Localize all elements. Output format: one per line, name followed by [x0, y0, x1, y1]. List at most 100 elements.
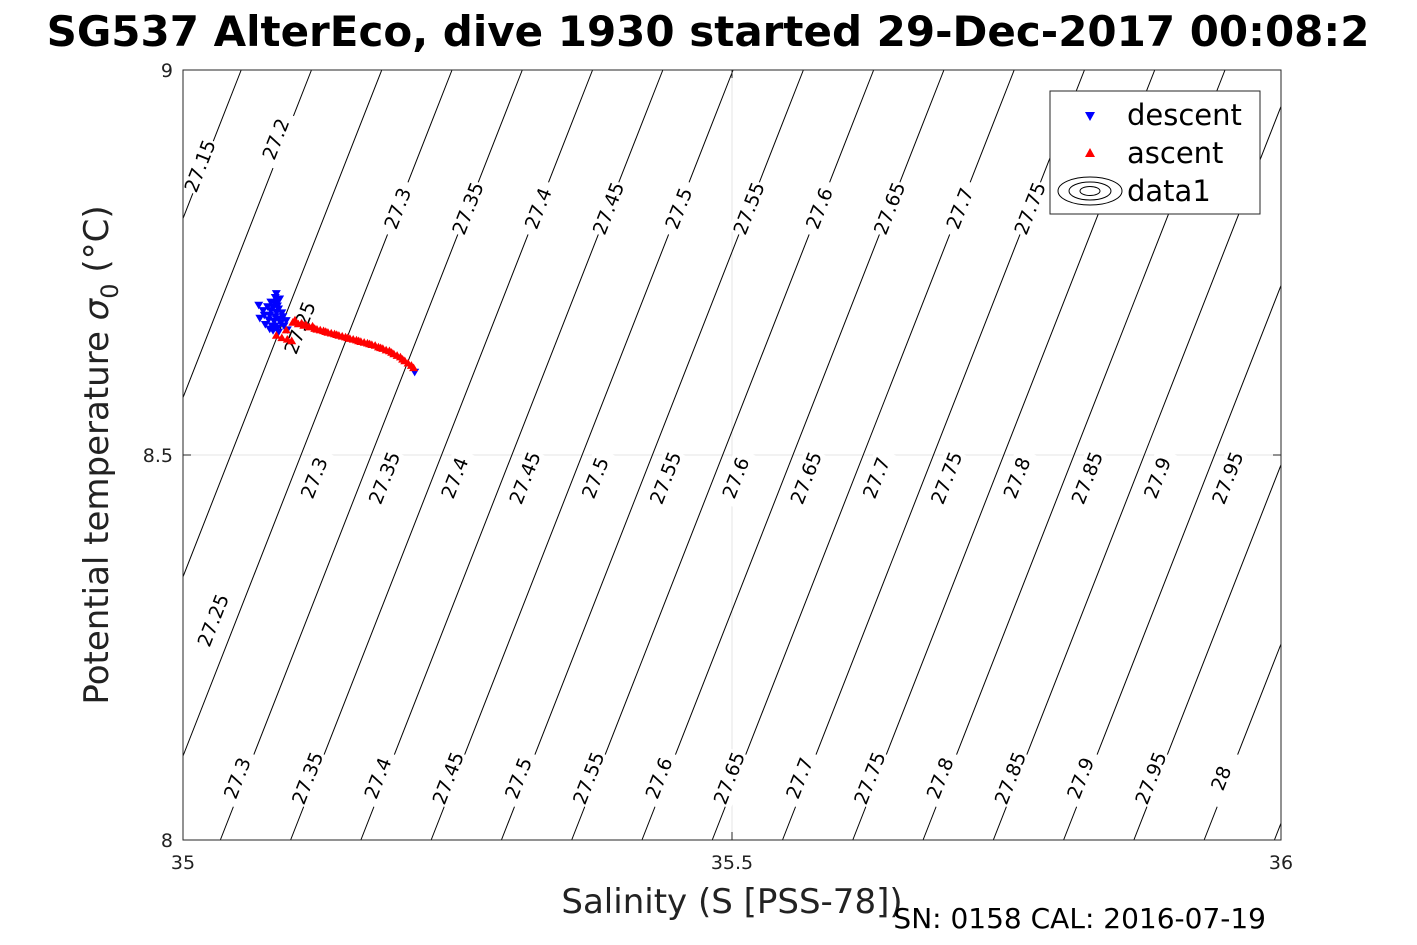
- y-axis-label-sigma: σ: [77, 297, 117, 320]
- legend-marker-ascent: [1085, 148, 1095, 157]
- ascent-point: [378, 344, 388, 352]
- density-contour-line: [1273, 823, 1282, 841]
- density-contour-line: [1063, 285, 1282, 841]
- contour-label-background: [996, 447, 1039, 509]
- y-tick-label: 9: [161, 60, 173, 82]
- contour-label-background: [868, 178, 912, 240]
- contour-label-background: [1009, 178, 1053, 240]
- contour-label-background: [1066, 447, 1110, 509]
- y-axis-label-subscript: 0: [96, 283, 124, 298]
- ascent-point: [345, 334, 355, 342]
- contour-label-background: [587, 178, 631, 240]
- legend-marker-descent: [1085, 112, 1095, 121]
- contour-label-background: [644, 447, 688, 509]
- contour-label-background: [938, 178, 982, 240]
- contour-label-background: [778, 747, 822, 809]
- descent-point: [281, 317, 291, 325]
- descent-point: [274, 328, 284, 337]
- descent-point: [270, 322, 280, 331]
- contour-label-background: [192, 590, 236, 651]
- ascent-point: [271, 331, 281, 339]
- ascent-point: [356, 337, 366, 345]
- legend-box: [1049, 90, 1261, 215]
- legend-label-ascent: ascent: [1127, 136, 1223, 170]
- x-tick-label: 35: [171, 852, 195, 874]
- axis-ticks: 35 35.5 36 8 8.5 9: [143, 60, 1293, 874]
- contour-label-background: [376, 178, 420, 240]
- contour-label-background: [785, 447, 829, 509]
- contour-label-background: [286, 747, 330, 809]
- contour-label-background: [728, 178, 771, 240]
- ascent-point: [400, 356, 410, 365]
- y-axis-label-main: Potential temperature: [77, 320, 117, 704]
- contour-label-background: [798, 178, 842, 240]
- contour-label-background: [427, 747, 471, 809]
- descent-point: [266, 298, 276, 307]
- ascent-point: [334, 331, 344, 339]
- ascent-point: [389, 349, 399, 358]
- y-axis-label-unit: (°C): [77, 205, 117, 283]
- contour-label-background: [1059, 747, 1103, 809]
- contour-label-background: [357, 747, 400, 809]
- contour-label-background: [638, 747, 681, 809]
- contour-label-background: [657, 178, 701, 240]
- descent-point: [269, 317, 279, 326]
- descent-point: [265, 325, 275, 334]
- contour-label-background: [254, 108, 298, 170]
- descent-point: [259, 311, 269, 320]
- descent-point: [263, 303, 273, 311]
- contour-label-background: [517, 178, 561, 240]
- descent-point: [275, 295, 285, 304]
- ascent-point: [281, 325, 291, 334]
- contour-label-background: [708, 747, 752, 809]
- contour-label-background: [179, 135, 222, 197]
- descent-point: [255, 314, 265, 323]
- ascent-point: [312, 324, 322, 333]
- series-ascent: [271, 315, 419, 372]
- contour-label-background: [447, 178, 490, 240]
- contour-label-background: [504, 447, 547, 509]
- descent-point: [271, 290, 281, 298]
- descent-point: [279, 322, 289, 331]
- ascent-point: [384, 346, 394, 355]
- contour-label-background: [363, 447, 407, 509]
- y-tick-label: 8: [161, 830, 173, 852]
- y-axis-label: Potential temperature σ0 (°C): [77, 205, 124, 704]
- y-tick-label: 8.5: [143, 445, 173, 467]
- ascent-point: [290, 315, 300, 324]
- contour-label-background: [497, 747, 541, 809]
- descent-point: [254, 301, 264, 310]
- ascent-point: [367, 340, 377, 349]
- ascent-point: [277, 333, 287, 342]
- ascent-point: [406, 361, 416, 369]
- x-axis-label: Salinity (S [PSS-78]): [561, 882, 902, 922]
- ascent-point: [308, 321, 318, 330]
- contour-label-background: [433, 447, 477, 509]
- contour-label-background: [1200, 747, 1244, 809]
- contour-label-background: [989, 747, 1033, 809]
- contour-label-background: [848, 747, 892, 809]
- density-contour-line: [992, 106, 1282, 841]
- legend-marker-data1: [1057, 176, 1123, 206]
- contour-label-background: [714, 447, 758, 509]
- x-tick-label: 35.5: [711, 852, 753, 874]
- descent-point: [258, 307, 268, 315]
- ascent-point: [287, 336, 297, 345]
- contour-label-background: [919, 747, 963, 809]
- x-tick-label: 36: [1269, 852, 1293, 874]
- contour-label-background: [855, 447, 899, 509]
- contour-label-background: [216, 747, 260, 809]
- legend-label-descent: descent: [1127, 98, 1242, 132]
- descent-point: [272, 302, 282, 311]
- sensor-calibration-footer: SN: 0158 CAL: 2016-07-19: [893, 902, 1266, 935]
- contour-label-background: [293, 447, 337, 509]
- series-descent: [254, 290, 420, 377]
- descent-point: [275, 315, 285, 324]
- contour-label-background: [1136, 447, 1180, 509]
- density-contour-line: [1203, 643, 1282, 841]
- contour-label-background: [567, 747, 611, 809]
- contour-label-background: [1130, 747, 1173, 809]
- descent-point: [270, 313, 280, 321]
- descent-point: [260, 320, 270, 329]
